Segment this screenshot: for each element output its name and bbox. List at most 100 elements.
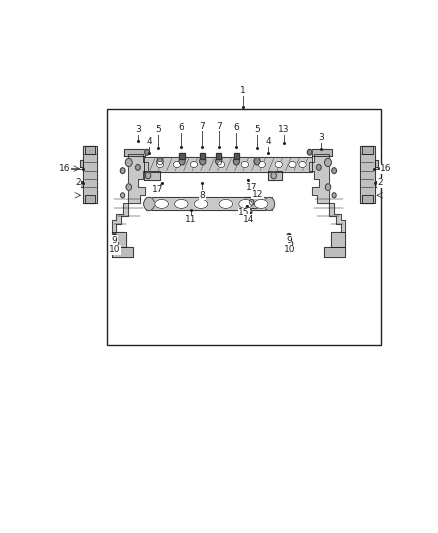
Polygon shape	[324, 247, 345, 257]
Text: 16: 16	[59, 164, 71, 173]
Text: 17: 17	[152, 185, 163, 195]
Polygon shape	[374, 160, 378, 166]
Polygon shape	[83, 146, 97, 204]
Polygon shape	[146, 197, 272, 211]
Text: 6: 6	[233, 123, 239, 132]
Bar	[233, 152, 239, 159]
Text: 13: 13	[278, 125, 290, 134]
Circle shape	[144, 197, 155, 211]
Polygon shape	[362, 146, 373, 154]
Bar	[200, 152, 205, 159]
Text: 4: 4	[146, 138, 152, 147]
Circle shape	[246, 215, 250, 220]
Polygon shape	[312, 149, 332, 156]
Circle shape	[112, 233, 117, 239]
Circle shape	[325, 184, 331, 190]
Text: 10: 10	[110, 245, 121, 254]
Circle shape	[317, 165, 321, 170]
Bar	[179, 152, 185, 159]
Ellipse shape	[258, 161, 265, 167]
Circle shape	[249, 199, 254, 205]
Polygon shape	[85, 146, 95, 154]
Ellipse shape	[275, 161, 283, 167]
Ellipse shape	[156, 161, 164, 167]
Polygon shape	[360, 146, 374, 204]
Polygon shape	[331, 232, 345, 247]
Polygon shape	[85, 195, 95, 204]
Circle shape	[233, 158, 240, 165]
Circle shape	[271, 172, 276, 179]
Polygon shape	[80, 181, 83, 187]
Bar	[179, 152, 185, 159]
Ellipse shape	[241, 161, 249, 167]
Text: 12: 12	[252, 190, 263, 199]
Ellipse shape	[299, 161, 306, 167]
Text: 5: 5	[254, 125, 260, 134]
Circle shape	[126, 184, 131, 190]
Polygon shape	[112, 247, 133, 257]
Text: 5: 5	[155, 125, 161, 134]
Polygon shape	[309, 154, 345, 232]
Circle shape	[332, 193, 336, 198]
Text: 2: 2	[75, 179, 81, 188]
Circle shape	[288, 241, 293, 247]
Ellipse shape	[190, 161, 198, 167]
Circle shape	[120, 193, 125, 198]
Polygon shape	[144, 157, 312, 172]
Circle shape	[325, 158, 332, 166]
Polygon shape	[268, 172, 282, 180]
Circle shape	[248, 209, 252, 214]
Circle shape	[264, 197, 275, 211]
Circle shape	[125, 158, 132, 166]
Text: 3: 3	[135, 125, 141, 134]
Ellipse shape	[254, 199, 268, 208]
Polygon shape	[374, 181, 378, 187]
Text: 9: 9	[286, 236, 292, 245]
Polygon shape	[112, 154, 148, 232]
Circle shape	[286, 233, 291, 239]
Bar	[233, 152, 239, 159]
Polygon shape	[80, 160, 83, 166]
Ellipse shape	[219, 199, 233, 208]
Text: 16: 16	[380, 164, 392, 173]
Ellipse shape	[194, 199, 208, 208]
Ellipse shape	[289, 161, 296, 167]
Circle shape	[254, 158, 260, 165]
Ellipse shape	[217, 161, 225, 167]
Circle shape	[215, 158, 222, 165]
Text: 1: 1	[240, 86, 246, 95]
Text: 17: 17	[246, 183, 258, 191]
Text: 9: 9	[112, 236, 117, 245]
Circle shape	[157, 158, 163, 165]
Ellipse shape	[175, 199, 188, 208]
Ellipse shape	[155, 199, 169, 208]
Ellipse shape	[173, 161, 181, 167]
Polygon shape	[124, 149, 145, 156]
Circle shape	[307, 149, 312, 155]
Circle shape	[332, 168, 336, 174]
Circle shape	[145, 149, 149, 155]
Circle shape	[145, 172, 151, 179]
Circle shape	[135, 165, 140, 170]
Circle shape	[179, 158, 185, 165]
Text: 7: 7	[200, 122, 205, 131]
Text: 3: 3	[318, 133, 324, 142]
Text: 6: 6	[179, 123, 184, 132]
Ellipse shape	[239, 199, 252, 208]
Bar	[216, 152, 222, 159]
Polygon shape	[112, 232, 126, 247]
Circle shape	[120, 168, 125, 174]
Text: 11: 11	[185, 215, 196, 224]
Circle shape	[113, 241, 118, 247]
Text: 14: 14	[243, 215, 254, 224]
Text: 15: 15	[238, 208, 250, 217]
Circle shape	[200, 158, 206, 165]
Text: 2: 2	[377, 179, 383, 188]
Polygon shape	[362, 195, 373, 204]
Text: 8: 8	[200, 191, 205, 200]
Text: 7: 7	[216, 122, 222, 131]
Polygon shape	[245, 197, 258, 207]
Text: 10: 10	[284, 245, 295, 254]
Text: 4: 4	[265, 138, 271, 147]
Bar	[200, 152, 205, 159]
